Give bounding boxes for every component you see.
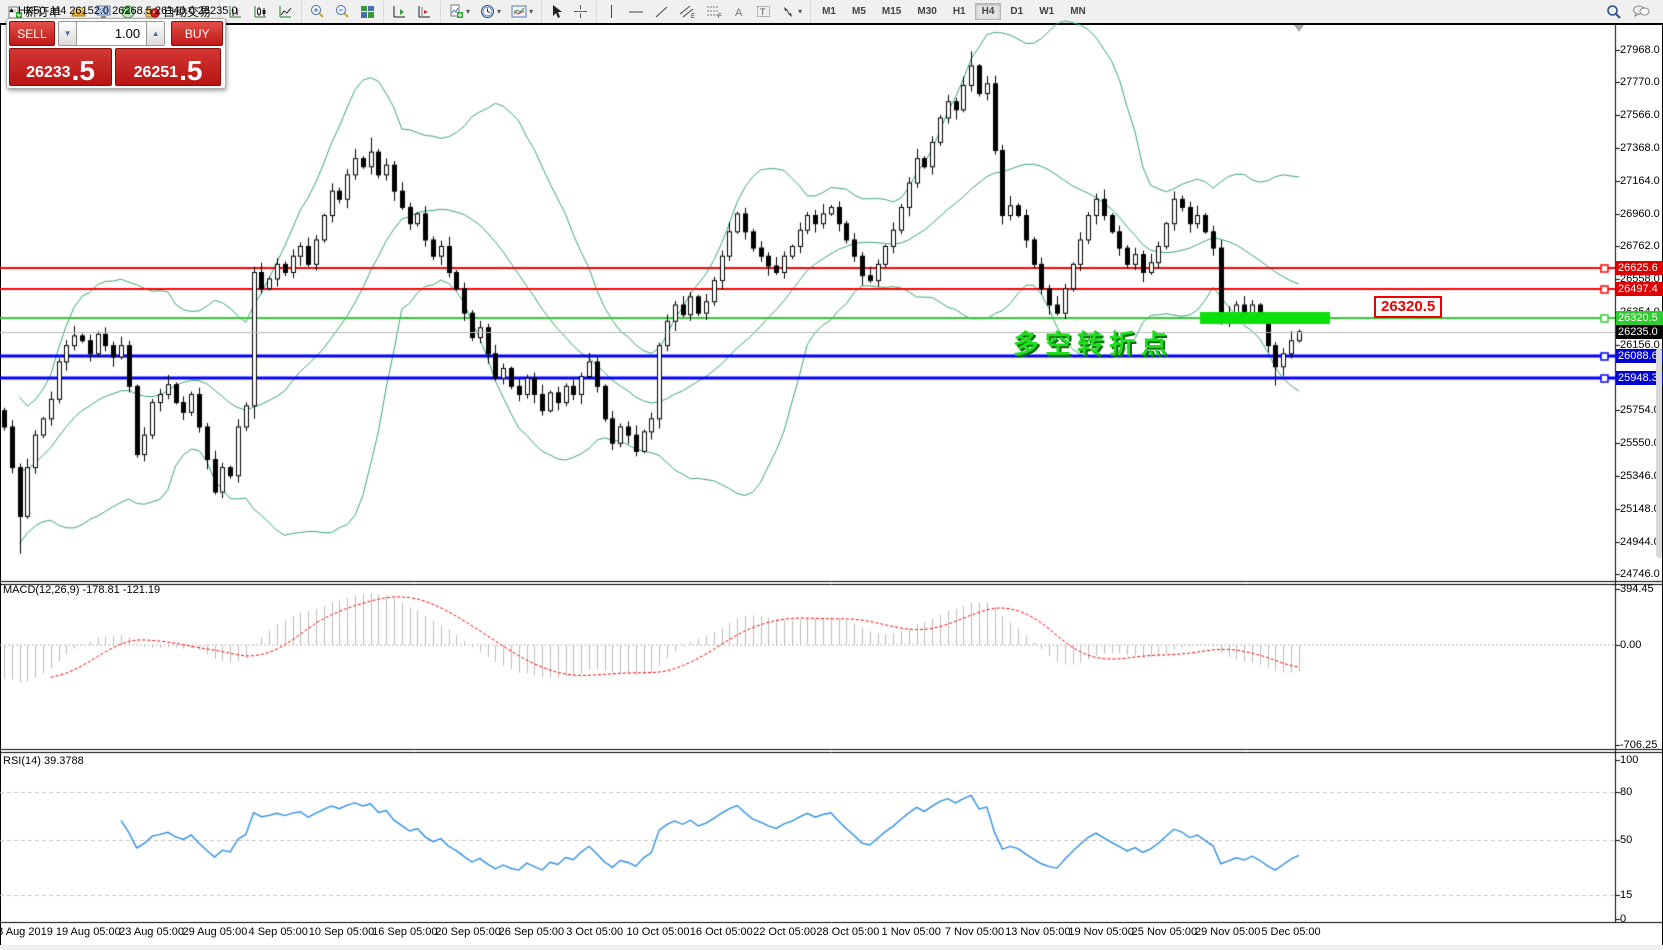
time-axis-label: 7 Nov 05:00 (944, 926, 1005, 938)
volume-input[interactable]: 1.00 (77, 21, 147, 46)
price-tick-label: 25550.0 (1620, 437, 1660, 450)
time-axis-label: 20 Sep 05:00 (435, 926, 501, 938)
price-tick-label: 27368.0 (1620, 141, 1660, 154)
sell-price-panel[interactable]: 26233 .5 (9, 48, 112, 86)
time-axis-label: 4 Sep 05:00 (248, 926, 308, 938)
price-tick-label: 27770.0 (1620, 76, 1660, 89)
rsi-tick-label: 50 (1620, 833, 1633, 846)
macd-indicator-label: MACD(12,26,9) -178.81 -121.19 (3, 584, 161, 596)
time-axis-label: 13 Nov 05:00 (1005, 926, 1071, 938)
sell-button[interactable]: SELL (9, 21, 55, 46)
time-axis-label: 3 Oct 05:00 (566, 926, 624, 938)
symbol-ohlc-text: HK50-,H4 26152.0 26268.5 26140.0 26235.0 (17, 5, 238, 17)
price-tick-label: 25148.0 (1620, 502, 1660, 515)
price-line-label: 26625.6 (1616, 261, 1663, 276)
price-tick-label: 26762.0 (1620, 240, 1660, 253)
chart-shift-marker-icon[interactable] (1294, 25, 1304, 32)
volume-increase-button[interactable]: ▲ (146, 21, 166, 46)
price-line-label: 26497.4 (1616, 282, 1663, 297)
price-tick-label: 24746.0 (1620, 568, 1660, 580)
sell-price-main: 26233 (26, 64, 71, 81)
rsi-tick-label: 100 (1620, 754, 1639, 766)
time-axis-label: 28 Oct 05:00 (816, 926, 880, 938)
buy-price-frac: .5 (179, 55, 203, 86)
time-axis-label: 29 Aug 05:00 (182, 926, 248, 938)
buy-price-panel[interactable]: 26251 .5 (115, 48, 221, 86)
price-tick-label: 27164.0 (1620, 174, 1660, 187)
macd-tick-label: 0.00 (1620, 639, 1642, 651)
time-axis-label: 16 Oct 05:00 (689, 926, 753, 938)
sell-price-frac: .5 (71, 55, 95, 86)
buy-price-main: 26251 (133, 64, 179, 81)
time-axis-label: 3 Aug 2019 (0, 926, 53, 938)
time-axis-label: 10 Oct 05:00 (626, 926, 690, 938)
time-axis-label: 26 Sep 05:00 (498, 926, 565, 938)
price-tick-label: 27968.0 (1620, 44, 1660, 56)
symbol-marker-icon: ▲ (8, 7, 15, 14)
price-line-label: 26235.0 (1616, 324, 1663, 339)
symbol-title: ▲ HK50-,H4 26152.0 26268.5 26140.0 26235.… (8, 5, 238, 17)
time-axis-label: 16 Sep 05:00 (372, 926, 438, 938)
time-axis-label: 29 Nov 05:00 (1194, 926, 1261, 938)
one-click-trade-panel: SELL ▼ 1.00 ▲ BUY 26233 .5 26251 .5 (6, 18, 226, 89)
time-axis-label: 19 Nov 05:00 (1068, 926, 1134, 938)
rsi-tick-label: 15 (1620, 889, 1633, 902)
time-axis-label: 22 Oct 05:00 (753, 926, 817, 938)
time-axis-label: 25 Nov 05:00 (1131, 926, 1198, 938)
time-axis-label: 23 Aug 05:00 (119, 926, 185, 938)
price-line-label: 26320.5 (1616, 310, 1663, 325)
price-tick-label: 27566.0 (1620, 109, 1660, 122)
rsi-tick-label: 0 (1620, 913, 1627, 925)
price-tick-label: 26960.0 (1620, 207, 1660, 220)
buy-button[interactable]: BUY (171, 21, 223, 46)
rsi-tick-label: 80 (1620, 785, 1633, 798)
price-tick-label: 25346.0 (1620, 470, 1660, 483)
rsi-indicator-label: RSI(14) 39.3788 (3, 755, 84, 767)
price-level-tag[interactable]: 26320.5 (1374, 296, 1443, 318)
volume-decrease-button[interactable]: ▼ (57, 21, 78, 46)
macd-tick-label: 394.45 (1620, 583, 1654, 596)
price-tick-label: 26156.0 (1620, 338, 1660, 351)
price-line-label: 25948.3 (1616, 371, 1663, 386)
chart-annotation-text: 多空转折点 (1013, 329, 1174, 359)
time-axis-label: 19 Aug 05:00 (55, 926, 121, 938)
price-tick-label: 24944.0 (1620, 535, 1660, 548)
time-axis-label: 10 Sep 05:00 (308, 926, 375, 938)
price-tick-label: 25754.0 (1620, 404, 1660, 417)
time-axis-label: 1 Nov 05:00 (881, 926, 941, 938)
vertical-scrollbar-thumb[interactable] (1656, 348, 1662, 558)
macd-tick-label: -706.25 (1620, 739, 1658, 752)
time-axis-label: 5 Dec 05:00 (1261, 926, 1321, 938)
price-line-label: 26088.6 (1616, 348, 1663, 363)
